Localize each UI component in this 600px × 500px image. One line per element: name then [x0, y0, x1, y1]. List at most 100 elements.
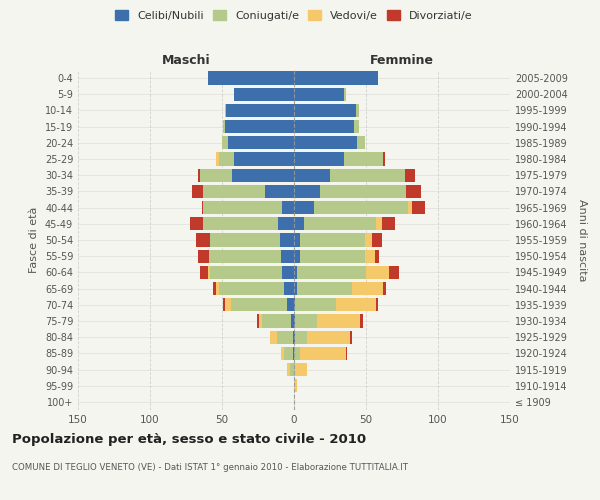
Bar [406, 185, 421, 198]
Bar [222, 136, 228, 149]
Bar [294, 217, 304, 230]
Bar [192, 185, 203, 198]
Bar [287, 298, 294, 312]
Bar [294, 379, 297, 392]
Bar [225, 298, 230, 312]
Bar [219, 152, 233, 166]
Bar [281, 250, 294, 263]
Bar [287, 363, 290, 376]
Bar [228, 136, 294, 149]
Bar [293, 346, 294, 360]
Bar [344, 152, 383, 166]
Bar [277, 330, 293, 344]
Bar [365, 234, 372, 246]
Bar [200, 168, 232, 182]
Bar [208, 266, 211, 279]
Bar [259, 314, 262, 328]
Bar [297, 282, 352, 295]
Bar [317, 314, 360, 328]
Bar [225, 104, 226, 117]
Bar [355, 120, 359, 134]
Bar [223, 298, 225, 312]
Bar [293, 330, 294, 344]
Bar [225, 120, 294, 134]
Bar [300, 346, 346, 360]
Bar [389, 266, 399, 279]
Bar [383, 282, 386, 295]
Bar [216, 282, 219, 295]
Bar [300, 234, 365, 246]
Text: Maschi: Maschi [161, 54, 211, 67]
Bar [257, 314, 259, 328]
Bar [291, 314, 294, 328]
Bar [294, 201, 314, 214]
Bar [200, 266, 208, 279]
Bar [208, 72, 294, 85]
Bar [211, 266, 283, 279]
Bar [203, 201, 283, 214]
Bar [290, 363, 294, 376]
Bar [294, 185, 320, 198]
Bar [295, 330, 307, 344]
Bar [196, 234, 211, 246]
Bar [283, 266, 294, 279]
Bar [408, 201, 412, 214]
Bar [223, 120, 225, 134]
Bar [294, 266, 297, 279]
Bar [366, 266, 389, 279]
Bar [233, 152, 294, 166]
Bar [300, 250, 365, 263]
Bar [320, 185, 406, 198]
Bar [281, 346, 284, 360]
Bar [262, 314, 291, 328]
Y-axis label: Fasce di età: Fasce di età [29, 207, 39, 273]
Bar [294, 314, 295, 328]
Bar [284, 346, 293, 360]
Bar [336, 298, 376, 312]
Bar [197, 250, 209, 263]
Bar [383, 152, 385, 166]
Bar [356, 104, 359, 117]
Bar [294, 120, 355, 134]
Bar [374, 250, 379, 263]
Bar [344, 88, 346, 101]
Bar [233, 88, 294, 101]
Bar [226, 104, 294, 117]
Bar [295, 298, 336, 312]
Bar [382, 217, 395, 230]
Bar [232, 168, 294, 182]
Bar [294, 136, 358, 149]
Text: COMUNE DI TEGLIO VENETO (VE) - Dati ISTAT 1° gennaio 2010 - Elaborazione TUTTITA: COMUNE DI TEGLIO VENETO (VE) - Dati ISTA… [12, 462, 408, 471]
Bar [307, 330, 350, 344]
Bar [360, 314, 363, 328]
Bar [269, 330, 277, 344]
Bar [214, 282, 216, 295]
Bar [283, 201, 294, 214]
Bar [280, 234, 294, 246]
Bar [294, 104, 356, 117]
Bar [352, 282, 383, 295]
Bar [284, 282, 294, 295]
Bar [294, 88, 344, 101]
Bar [190, 217, 203, 230]
Bar [294, 250, 300, 263]
Bar [203, 185, 265, 198]
Bar [294, 234, 300, 246]
Bar [350, 330, 352, 344]
Bar [314, 201, 408, 214]
Text: Femmine: Femmine [370, 54, 434, 67]
Bar [216, 152, 219, 166]
Bar [294, 330, 295, 344]
Bar [330, 168, 405, 182]
Bar [294, 298, 295, 312]
Bar [265, 185, 294, 198]
Bar [219, 282, 284, 295]
Bar [346, 346, 347, 360]
Bar [294, 152, 344, 166]
Bar [295, 363, 307, 376]
Bar [412, 201, 425, 214]
Bar [297, 266, 366, 279]
Bar [358, 136, 365, 149]
Bar [294, 346, 300, 360]
Bar [376, 217, 382, 230]
